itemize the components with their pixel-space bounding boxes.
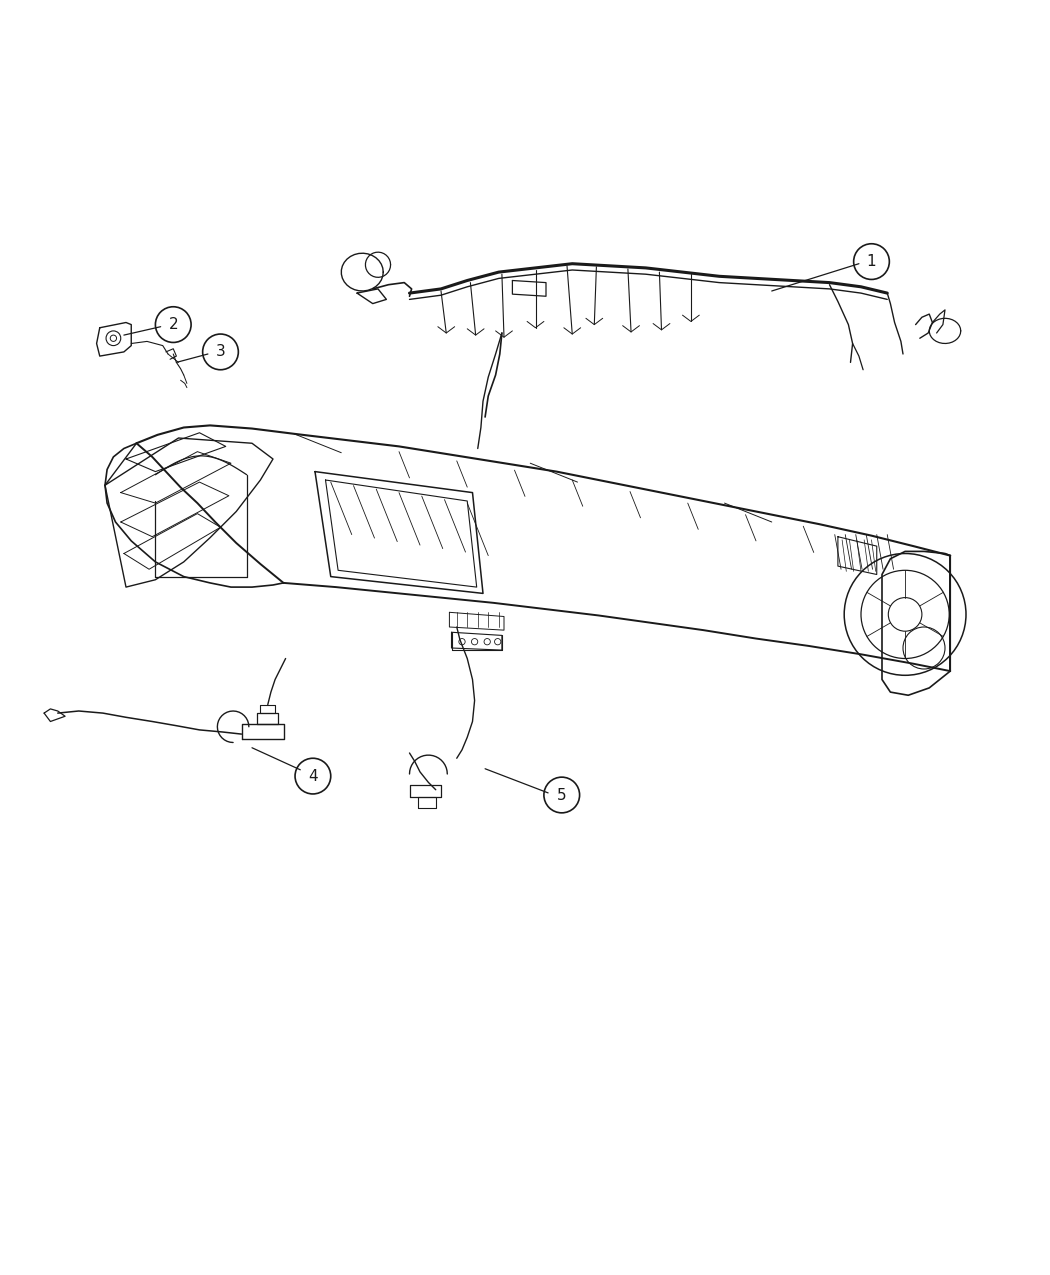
Text: 5: 5 (556, 788, 567, 802)
Text: 2: 2 (168, 317, 178, 332)
Text: 4: 4 (308, 769, 318, 784)
Text: 1: 1 (866, 254, 877, 269)
Text: 3: 3 (215, 344, 226, 360)
